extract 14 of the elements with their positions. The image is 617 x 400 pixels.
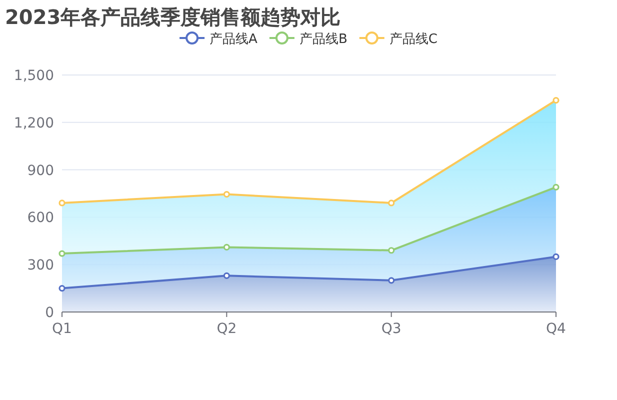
x-tick-label: Q3 (381, 321, 402, 337)
legend-label: 产品线A (210, 32, 258, 47)
x-tick-label: Q2 (216, 321, 237, 337)
x-tick-label: Q1 (52, 321, 72, 337)
y-tick-label: 1,500 (14, 68, 54, 84)
y-tick-label: 1,200 (14, 115, 54, 132)
chart-title: 2023年各产品线季度销售额趋势对比 (5, 5, 341, 29)
legend-label: 产品线B (299, 32, 348, 47)
y-tick-label: 0 (45, 305, 54, 321)
y-tick-label: 600 (27, 210, 54, 226)
legend-label: 产品线C (389, 32, 438, 47)
y-tick-label: 300 (27, 258, 54, 274)
y-tick-label: 900 (27, 162, 54, 179)
x-tick-label: Q4 (546, 321, 566, 337)
